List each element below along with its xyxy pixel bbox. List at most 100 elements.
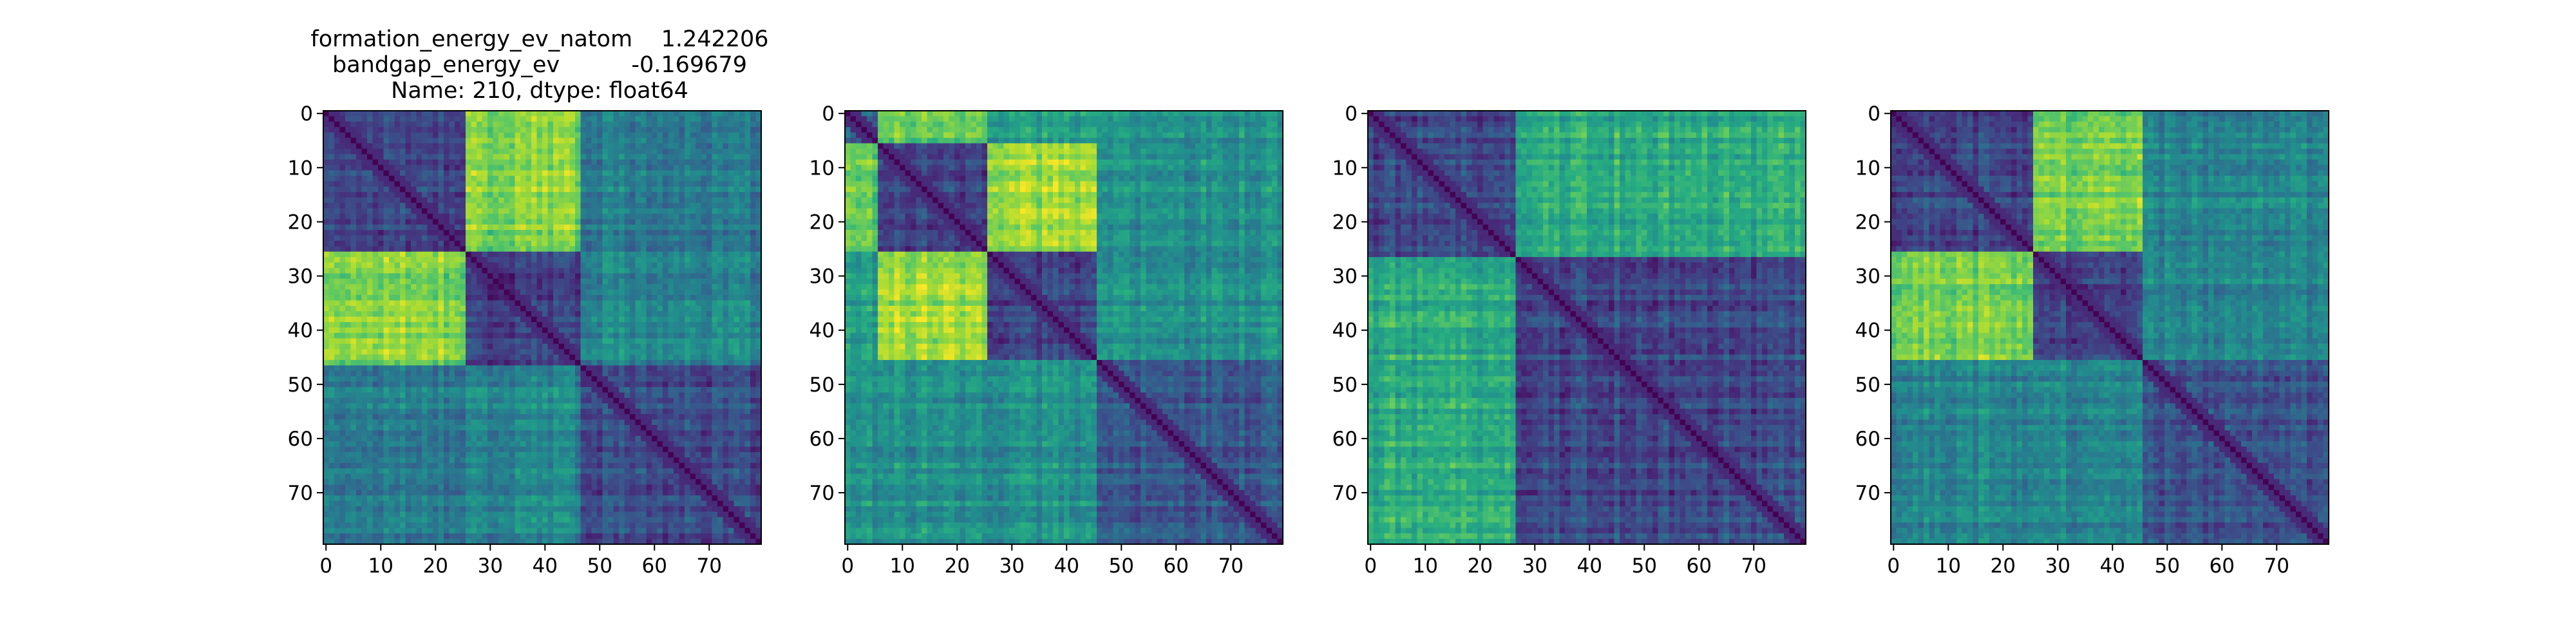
heatmap-cell: [553, 159, 560, 166]
heatmap-cell: [411, 424, 417, 431]
heatmap-cell: [706, 359, 713, 366]
heatmap-cell: [755, 435, 762, 442]
heatmap-cell: [345, 273, 352, 279]
heatmap-cell: [504, 441, 510, 448]
heatmap-cell: [504, 408, 510, 415]
heatmap-cell: [652, 435, 658, 442]
heatmap-cell: [482, 240, 488, 247]
heatmap-cell: [328, 376, 335, 383]
heatmap-cell: [389, 262, 395, 269]
heatmap-cell: [345, 408, 352, 415]
heatmap-cell: [597, 208, 603, 214]
heatmap-cell: [416, 111, 422, 117]
heatmap-cell: [389, 305, 395, 312]
heatmap-cell: [383, 138, 390, 144]
heatmap-cell: [564, 235, 571, 242]
heatmap-cell: [449, 148, 455, 155]
heatmap-cell: [630, 370, 636, 377]
heatmap-cell: [575, 316, 582, 323]
heatmap-cell: [438, 262, 444, 269]
heatmap-cell: [744, 349, 751, 355]
heatmap-cell: [466, 159, 472, 166]
heatmap-cell: [515, 419, 521, 426]
heatmap-cell: [619, 300, 625, 307]
heatmap-cell: [477, 376, 483, 383]
heatmap-cell: [712, 300, 718, 307]
heatmap-cell: [597, 111, 603, 117]
heatmap-cell: [383, 267, 390, 274]
heatmap-cell: [328, 327, 335, 334]
heatmap-cell: [449, 354, 455, 361]
heatmap-cell: [378, 159, 384, 166]
heatmap-cell: [350, 424, 357, 431]
heatmap-cell: [455, 430, 461, 437]
heatmap-cell: [553, 192, 560, 198]
heatmap-cell: [400, 181, 406, 187]
heatmap-cell: [449, 257, 455, 263]
heatmap-cell: [411, 408, 417, 415]
heatmap-cell: [723, 235, 729, 242]
heatmap-cell: [646, 311, 652, 317]
heatmap-cell: [361, 300, 368, 307]
heatmap-cell: [389, 121, 395, 128]
heatmap-cell: [389, 392, 395, 399]
heatmap-cell: [427, 403, 433, 410]
heatmap-cell: [657, 111, 663, 117]
heatmap-cell: [569, 397, 576, 404]
heatmap-cell: [477, 208, 483, 214]
heatmap-cell: [449, 111, 455, 117]
heatmap-cell: [641, 213, 647, 220]
heatmap-cell: [378, 267, 384, 274]
heatmap-cell: [367, 338, 374, 345]
heatmap-cell: [597, 165, 603, 171]
heatmap-cell: [613, 251, 620, 258]
heatmap-cell: [383, 408, 390, 415]
heatmap-cell: [674, 381, 680, 388]
heatmap-cell: [652, 154, 658, 160]
heatmap-cell: [591, 121, 598, 128]
heatmap-cell: [323, 408, 330, 415]
heatmap-cell: [575, 397, 582, 404]
heatmap-cell: [624, 186, 630, 193]
heatmap-cell: [619, 381, 625, 388]
heatmap-cell: [515, 219, 521, 225]
heatmap-cell: [411, 441, 417, 448]
heatmap-cell: [712, 311, 718, 317]
heatmap-cell: [657, 284, 663, 290]
heatmap-cell: [493, 343, 499, 350]
heatmap-cell: [526, 246, 532, 252]
heatmap-cell: [531, 235, 538, 242]
heatmap-cell: [723, 240, 729, 247]
heatmap-cell: [444, 235, 450, 242]
heatmap-cell: [586, 230, 592, 236]
heatmap-cell: [663, 138, 669, 144]
heatmap-cell: [652, 235, 658, 242]
heatmap-cell: [597, 300, 603, 307]
heatmap-cell: [679, 311, 685, 317]
heatmap-cell: [586, 284, 592, 290]
heatmap-cell: [619, 138, 625, 144]
heatmap-cell: [728, 349, 735, 355]
heatmap-cell: [575, 322, 582, 328]
heatmap-cell: [547, 240, 554, 247]
heatmap-cell: [477, 203, 483, 209]
heatmap-cell: [744, 338, 751, 345]
heatmap-cell: [706, 165, 713, 171]
heatmap-cell: [674, 392, 680, 399]
heatmap-cell: [536, 192, 543, 198]
heatmap-cell: [536, 127, 543, 133]
heatmap-cell: [569, 424, 576, 431]
heatmap-cell: [597, 148, 603, 155]
heatmap-cell: [744, 332, 751, 339]
heatmap-cell: [477, 219, 483, 225]
heatmap-cell: [482, 262, 488, 269]
heatmap-cell: [575, 208, 582, 214]
heatmap-cell: [515, 175, 521, 182]
heatmap-cell: [361, 138, 368, 144]
heatmap-cell: [755, 143, 762, 149]
heatmap-cell: [657, 203, 663, 209]
heatmap-cell: [569, 305, 576, 312]
heatmap-cell: [685, 311, 691, 317]
heatmap-cell: [433, 148, 439, 155]
heatmap-cell: [597, 397, 603, 404]
